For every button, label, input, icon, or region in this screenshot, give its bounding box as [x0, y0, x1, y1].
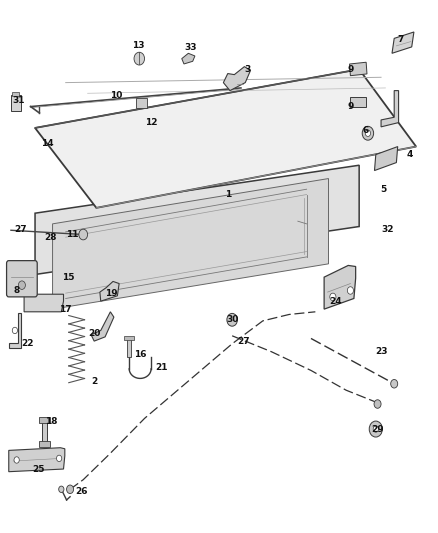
- Text: 15: 15: [62, 273, 74, 281]
- Circle shape: [391, 379, 398, 388]
- Text: 14: 14: [41, 140, 53, 148]
- Polygon shape: [100, 281, 119, 301]
- Text: 3: 3: [244, 65, 251, 74]
- Circle shape: [373, 426, 378, 432]
- Text: 20: 20: [88, 329, 100, 337]
- Polygon shape: [53, 179, 328, 309]
- Circle shape: [374, 400, 381, 408]
- Text: 18: 18: [46, 417, 58, 425]
- Polygon shape: [35, 165, 359, 274]
- Text: 12: 12: [145, 118, 157, 127]
- Circle shape: [227, 313, 237, 326]
- Polygon shape: [392, 32, 414, 53]
- Text: 22: 22: [21, 340, 33, 348]
- Text: 31: 31: [13, 96, 25, 104]
- Bar: [11, 95, 21, 111]
- Text: 5: 5: [380, 185, 386, 193]
- Text: 32: 32: [381, 225, 394, 233]
- Polygon shape: [24, 294, 64, 312]
- Text: 4: 4: [406, 150, 413, 159]
- Bar: [350, 62, 367, 76]
- Circle shape: [57, 455, 62, 462]
- Text: 25: 25: [32, 465, 45, 473]
- Bar: [127, 338, 131, 357]
- Text: 10: 10: [110, 92, 122, 100]
- Text: 17: 17: [60, 305, 72, 313]
- Circle shape: [330, 293, 336, 301]
- Text: 33: 33: [184, 44, 197, 52]
- Text: 8: 8: [14, 286, 20, 295]
- Polygon shape: [9, 313, 21, 348]
- Circle shape: [67, 485, 74, 494]
- FancyBboxPatch shape: [7, 261, 37, 297]
- Text: 2: 2: [91, 377, 97, 385]
- Text: 27: 27: [15, 225, 27, 233]
- Circle shape: [347, 287, 353, 294]
- Polygon shape: [374, 147, 398, 171]
- Circle shape: [18, 281, 25, 289]
- Text: 9: 9: [347, 102, 353, 111]
- Text: 21: 21: [155, 364, 167, 372]
- Circle shape: [362, 126, 374, 140]
- Circle shape: [369, 421, 382, 437]
- Circle shape: [365, 130, 371, 136]
- Circle shape: [14, 457, 19, 463]
- Text: 13: 13: [132, 41, 144, 50]
- Polygon shape: [9, 448, 65, 472]
- Polygon shape: [223, 67, 251, 91]
- Circle shape: [134, 52, 145, 65]
- Circle shape: [59, 486, 64, 492]
- Text: 30: 30: [226, 316, 238, 324]
- Text: 27: 27: [237, 337, 249, 345]
- Bar: [350, 97, 366, 107]
- Bar: [124, 336, 134, 340]
- Text: 9: 9: [347, 65, 353, 74]
- Bar: [39, 417, 50, 423]
- Text: 23: 23: [375, 348, 387, 356]
- Text: 16: 16: [134, 350, 146, 359]
- Text: 19: 19: [106, 289, 118, 297]
- Circle shape: [79, 229, 88, 240]
- Polygon shape: [381, 91, 399, 127]
- Text: 28: 28: [44, 233, 57, 241]
- Polygon shape: [91, 312, 114, 341]
- Polygon shape: [324, 265, 356, 309]
- Bar: [39, 441, 50, 447]
- Polygon shape: [35, 69, 416, 208]
- Text: 11: 11: [66, 230, 78, 239]
- Text: 7: 7: [398, 36, 404, 44]
- Text: 24: 24: [329, 297, 341, 305]
- Text: 26: 26: [75, 487, 87, 496]
- Text: 6: 6: [363, 126, 369, 135]
- Text: 1: 1: [225, 190, 231, 199]
- Polygon shape: [182, 53, 195, 64]
- Bar: [42, 421, 47, 445]
- Circle shape: [12, 327, 18, 334]
- Bar: [136, 98, 147, 108]
- Bar: [12, 92, 19, 96]
- Text: 29: 29: [371, 425, 384, 433]
